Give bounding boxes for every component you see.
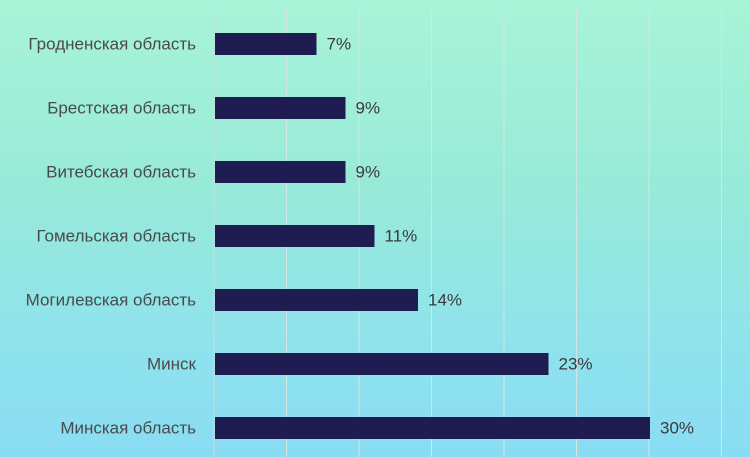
category-label: Брестская область <box>47 99 196 118</box>
bar <box>215 97 346 119</box>
data-label: 11% <box>385 227 418 246</box>
data-label: 23% <box>559 355 593 374</box>
data-label: 9% <box>356 99 381 118</box>
category-label: Могилевская область <box>26 291 197 310</box>
data-label: 9% <box>356 163 381 182</box>
data-label: 30% <box>660 419 694 438</box>
bar <box>215 33 317 55</box>
bar <box>215 225 375 247</box>
category-label: Витебская область <box>46 163 196 182</box>
category-label: Минская область <box>60 419 196 438</box>
bar <box>215 353 549 375</box>
bar <box>215 161 346 183</box>
bar <box>215 417 650 439</box>
category-label: Минск <box>147 355 197 374</box>
category-label: Гродненская область <box>28 35 196 54</box>
category-label: Гомельская область <box>36 227 196 246</box>
bar <box>215 289 418 311</box>
data-label: 14% <box>428 291 462 310</box>
data-label: 7% <box>327 35 352 54</box>
